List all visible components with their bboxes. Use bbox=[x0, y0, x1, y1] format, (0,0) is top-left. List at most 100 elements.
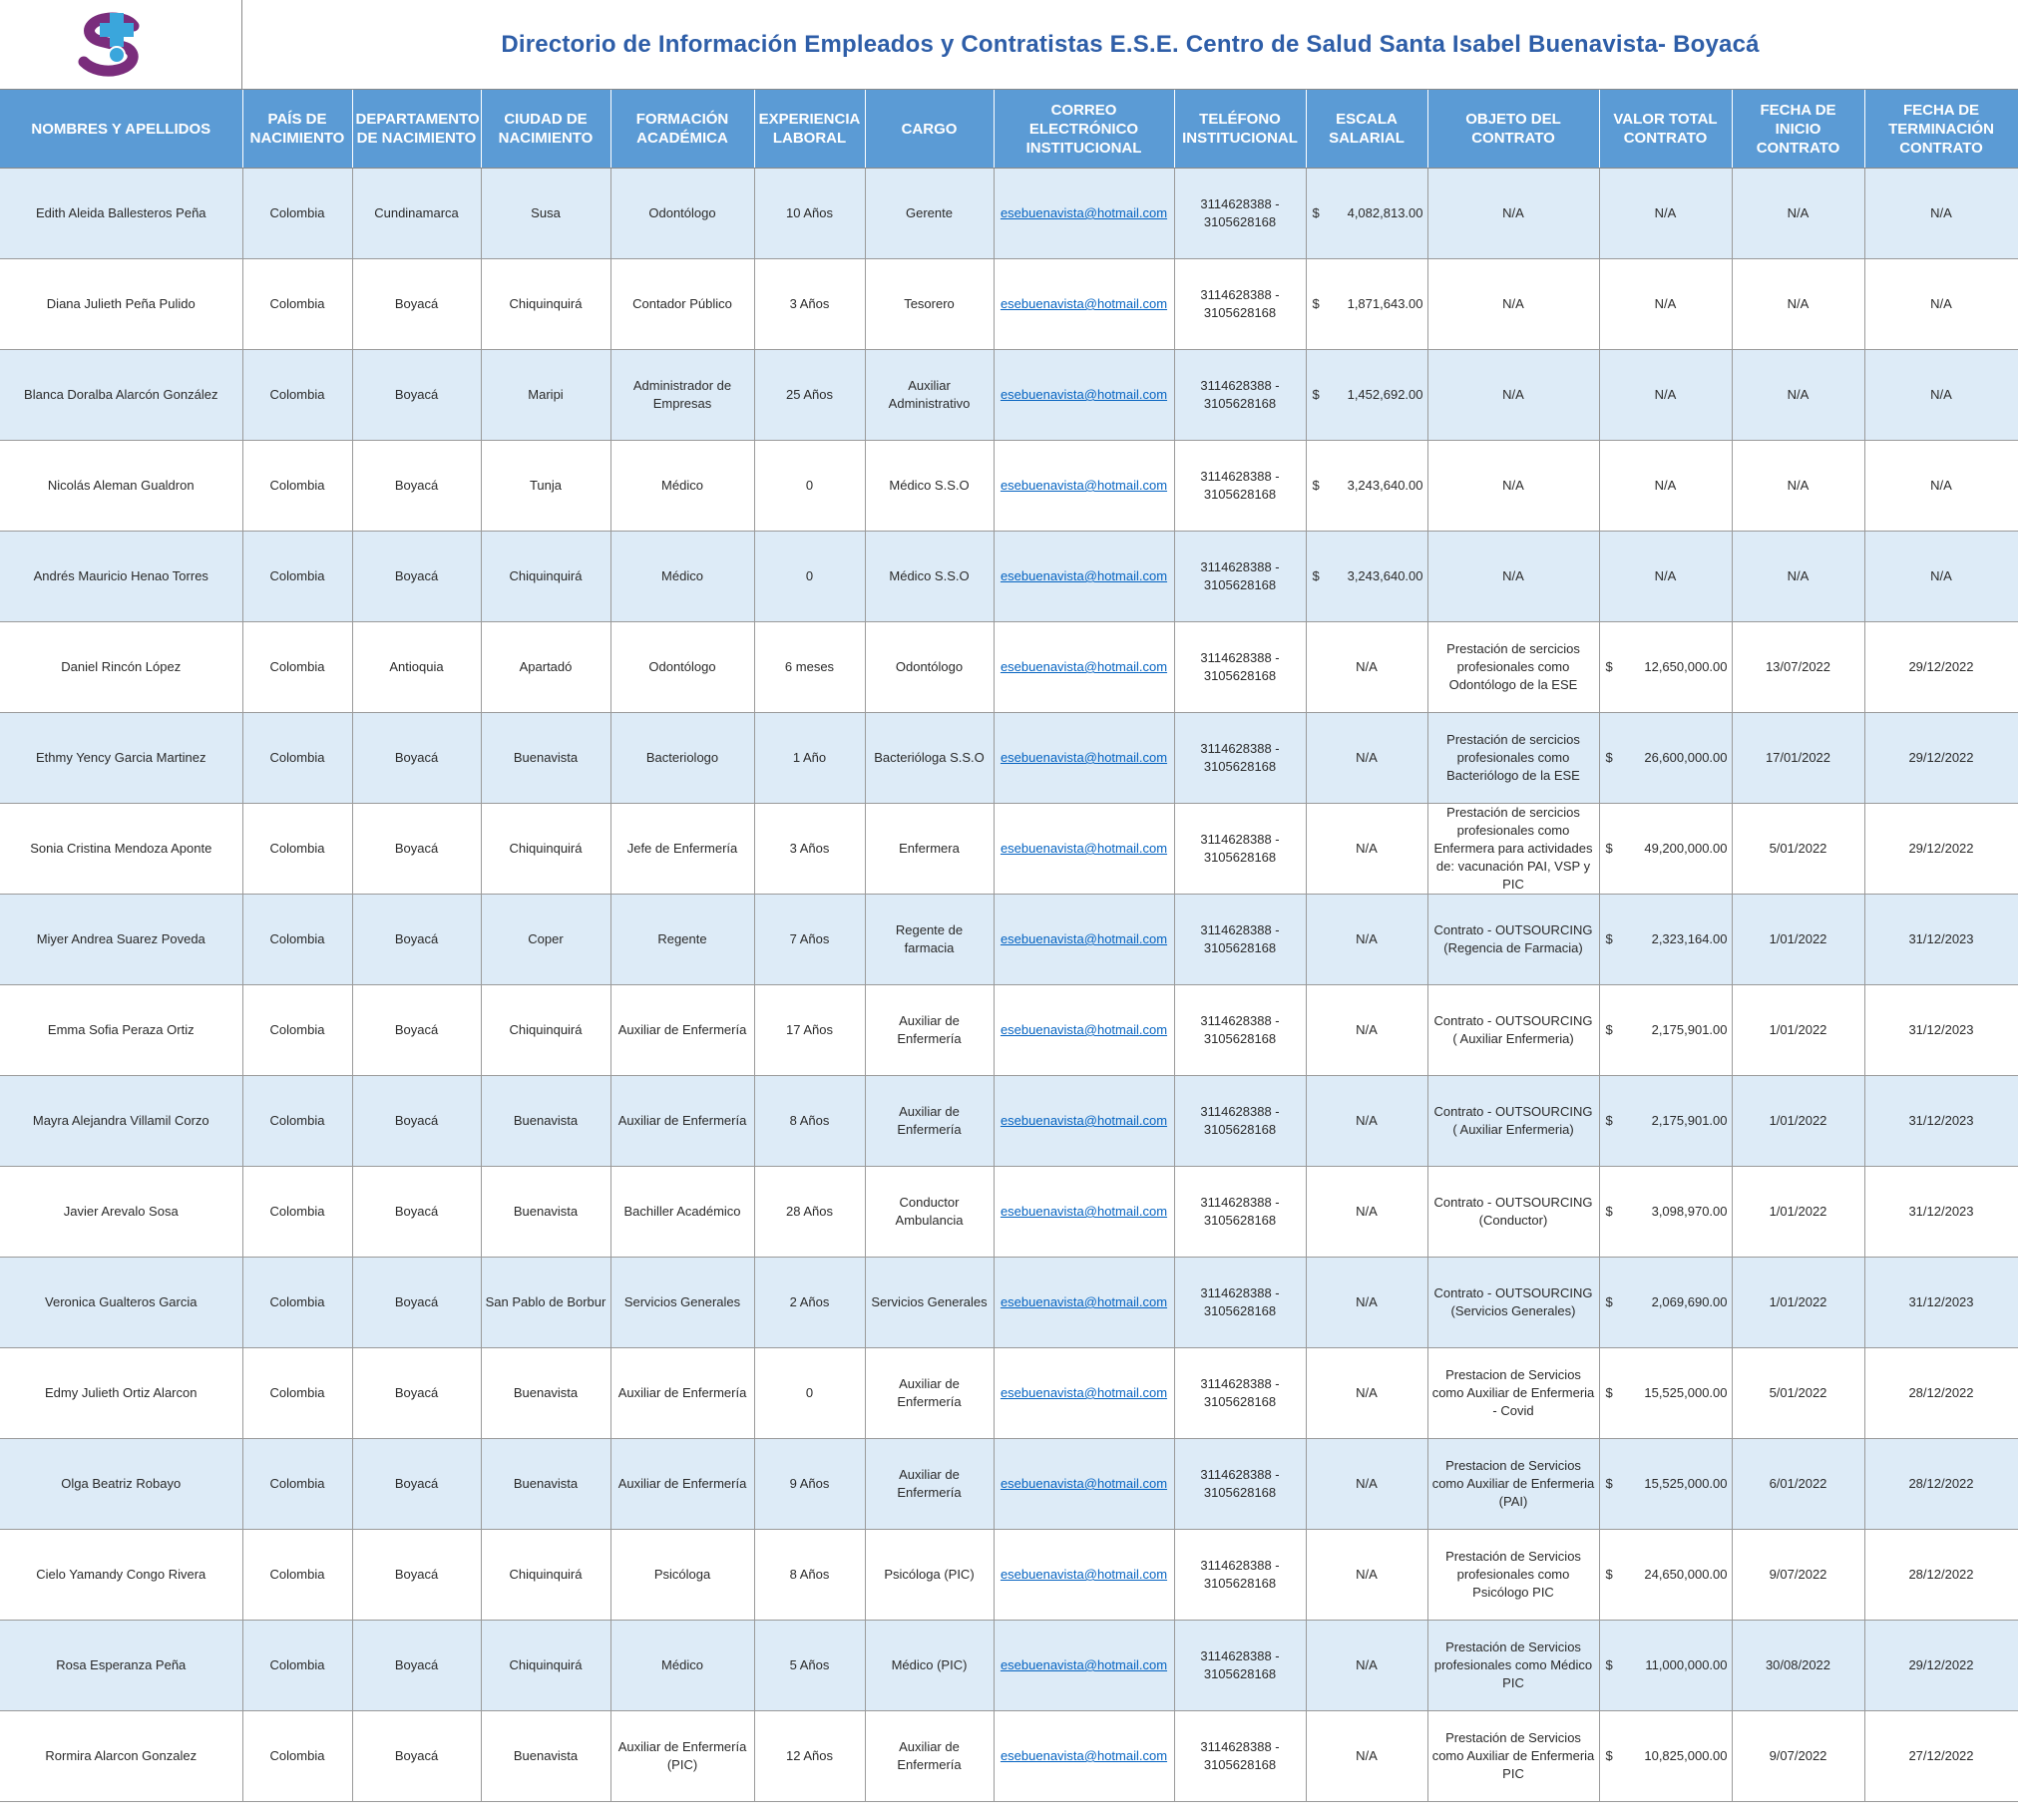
cell-pais: Colombia bbox=[242, 1529, 353, 1621]
cell-fecha-inicio: 6/01/2022 bbox=[1732, 1438, 1865, 1530]
cell-departamento: Boyacá bbox=[352, 894, 482, 985]
table-row: Mayra Alejandra Villamil Corzo Colombia Bo… bbox=[0, 1075, 2018, 1167]
email-link[interactable]: esebuenavista@hotmail.com bbox=[1000, 1113, 1168, 1128]
table-row: Edith Aleida Ballesteros Peña Colombia Cun… bbox=[0, 168, 2018, 259]
email-link[interactable]: esebuenavista@hotmail.com bbox=[1000, 1385, 1168, 1400]
cell-telefono: 3114628388 - 3105628168 bbox=[1174, 168, 1307, 259]
cell-correo: esebuenavista@hotmail.com bbox=[994, 531, 1175, 622]
cell-cargo: Auxiliar Administrativo bbox=[865, 349, 995, 441]
cell-valor: $11,000,000.00 bbox=[1599, 1620, 1733, 1711]
cell-escala: N/A bbox=[1306, 621, 1428, 713]
email-link[interactable]: esebuenavista@hotmail.com bbox=[1000, 1204, 1168, 1219]
cell-fecha-terminacion: 28/12/2022 bbox=[1864, 1347, 2018, 1439]
cell-formacion: Bachiller Académico bbox=[610, 1166, 755, 1258]
amount: 3,098,970.00 bbox=[1651, 1204, 1728, 1219]
column-header-fecha-terminacion: FECHA DE TERMINACIÓN CONTRATO bbox=[1864, 90, 2018, 169]
currency-symbol: $ bbox=[1605, 1022, 1613, 1037]
cell-departamento: Boyacá bbox=[352, 1529, 482, 1621]
cell-correo: esebuenavista@hotmail.com bbox=[994, 258, 1175, 350]
email-link[interactable]: esebuenavista@hotmail.com bbox=[1000, 568, 1168, 583]
cell-experiencia: 0 bbox=[754, 531, 866, 622]
cell-ciudad: Buenavista bbox=[481, 1347, 611, 1439]
cell-valor: $3,098,970.00 bbox=[1599, 1166, 1733, 1258]
objeto-text: Prestación de Servicios como Auxiliar de… bbox=[1431, 1730, 1595, 1781]
column-header-fecha-inicio: FECHA DE INICIO CONTRATO bbox=[1732, 90, 1865, 169]
cell-escala: $1,452,692.00 bbox=[1306, 349, 1428, 441]
cell-telefono: 3114628388 - 3105628168 bbox=[1174, 1529, 1307, 1621]
cell-telefono: 3114628388 - 3105628168 bbox=[1174, 803, 1307, 895]
cell-objeto: Contrato - OUTSOURCING ( Auxiliar Enferm… bbox=[1427, 984, 1600, 1076]
cell-nombre: Emma Sofia Peraza Ortiz bbox=[0, 984, 243, 1076]
email-link[interactable]: esebuenavista@hotmail.com bbox=[1000, 478, 1168, 493]
cell-telefono: 3114628388 - 3105628168 bbox=[1174, 258, 1307, 350]
email-link[interactable]: esebuenavista@hotmail.com bbox=[1000, 387, 1168, 402]
cell-fecha-terminacion: N/A bbox=[1864, 440, 2018, 532]
cell-nombre: Edith Aleida Ballesteros Peña bbox=[0, 168, 243, 259]
cell-nombre: Cielo Yamandy Congo Rivera bbox=[0, 1529, 243, 1621]
cell-ciudad: Maripi bbox=[481, 349, 611, 441]
cell-pais: Colombia bbox=[242, 1257, 353, 1348]
currency-symbol: $ bbox=[1605, 1748, 1613, 1763]
email-link[interactable]: esebuenavista@hotmail.com bbox=[1000, 1476, 1168, 1491]
cell-pais: Colombia bbox=[242, 1438, 353, 1530]
amount: 2,175,901.00 bbox=[1651, 1022, 1728, 1037]
objeto-text: Contrato - OUTSOURCING ( Auxiliar Enferm… bbox=[1433, 1104, 1593, 1137]
cell-departamento: Boyacá bbox=[352, 1620, 482, 1711]
cell-cargo: Auxiliar de Enfermería bbox=[865, 1710, 995, 1802]
email-link[interactable]: esebuenavista@hotmail.com bbox=[1000, 841, 1168, 856]
cell-cargo: Servicios Generales bbox=[865, 1257, 995, 1348]
email-link[interactable]: esebuenavista@hotmail.com bbox=[1000, 659, 1168, 674]
currency-symbol: $ bbox=[1605, 1294, 1613, 1309]
objeto-text: Contrato - OUTSOURCING (Regencia de Farm… bbox=[1433, 922, 1593, 955]
cell-departamento: Boyacá bbox=[352, 1710, 482, 1802]
cell-fecha-inicio: N/A bbox=[1732, 168, 1865, 259]
money-value: $15,525,000.00 bbox=[1604, 1475, 1728, 1493]
column-header-correo: CORREO ELECTRÓNICO INSTITUCIONAL bbox=[994, 90, 1175, 169]
email-link[interactable]: esebuenavista@hotmail.com bbox=[1000, 1748, 1168, 1763]
cell-fecha-terminacion: 27/12/2022 bbox=[1864, 1710, 2018, 1802]
money-value: $11,000,000.00 bbox=[1604, 1656, 1728, 1674]
cell-cargo: Auxiliar de Enfermería bbox=[865, 1438, 995, 1530]
cell-ciudad: Chiquinquirá bbox=[481, 1529, 611, 1621]
column-header-valor: VALOR TOTAL CONTRATO bbox=[1599, 90, 1733, 169]
cell-cargo: Enfermera bbox=[865, 803, 995, 895]
cell-fecha-inicio: 1/01/2022 bbox=[1732, 894, 1865, 985]
currency-symbol: $ bbox=[1605, 1204, 1613, 1219]
cell-objeto: Prestacion de Servicios como Auxiliar de… bbox=[1427, 1347, 1600, 1439]
cell-cargo: Gerente bbox=[865, 168, 995, 259]
cell-objeto: Prestación de Servicios profesionales co… bbox=[1427, 1620, 1600, 1711]
cell-fecha-inicio: N/A bbox=[1732, 258, 1865, 350]
cell-formacion: Psicóloga bbox=[610, 1529, 755, 1621]
email-link[interactable]: esebuenavista@hotmail.com bbox=[1000, 1022, 1168, 1037]
cell-ciudad: Chiquinquirá bbox=[481, 258, 611, 350]
cell-formacion: Bacteriologo bbox=[610, 712, 755, 804]
column-header-escala: ESCALA SALARIAL bbox=[1306, 90, 1428, 169]
cell-telefono: 3114628388 - 3105628168 bbox=[1174, 1710, 1307, 1802]
cell-fecha-terminacion: 31/12/2023 bbox=[1864, 1075, 2018, 1167]
cell-correo: esebuenavista@hotmail.com bbox=[994, 894, 1175, 985]
email-link[interactable]: esebuenavista@hotmail.com bbox=[1000, 205, 1168, 220]
cell-nombre: Rormira Alarcon Gonzalez bbox=[0, 1710, 243, 1802]
email-link[interactable]: esebuenavista@hotmail.com bbox=[1000, 1294, 1168, 1309]
cell-formacion: Administrador de Empresas bbox=[610, 349, 755, 441]
cell-objeto: N/A bbox=[1427, 531, 1600, 622]
cell-correo: esebuenavista@hotmail.com bbox=[994, 1438, 1175, 1530]
email-link[interactable]: esebuenavista@hotmail.com bbox=[1000, 931, 1168, 946]
money-value: $26,600,000.00 bbox=[1604, 749, 1728, 767]
cell-objeto: Prestación de Servicios como Auxiliar de… bbox=[1427, 1710, 1600, 1802]
email-link[interactable]: esebuenavista@hotmail.com bbox=[1000, 296, 1168, 311]
cell-nombre: Ethmy Yency Garcia Martinez bbox=[0, 712, 243, 804]
email-link[interactable]: esebuenavista@hotmail.com bbox=[1000, 1657, 1168, 1672]
email-link[interactable]: esebuenavista@hotmail.com bbox=[1000, 1567, 1168, 1582]
money-value: $12,650,000.00 bbox=[1604, 658, 1728, 676]
table-row: Nicolás Aleman Gualdron Colombia Boyacá Tun… bbox=[0, 440, 2018, 532]
cell-ciudad: Susa bbox=[481, 168, 611, 259]
cell-cargo: Regente de farmacia bbox=[865, 894, 995, 985]
cell-cargo: Odontólogo bbox=[865, 621, 995, 713]
cell-pais: Colombia bbox=[242, 258, 353, 350]
cell-valor: N/A bbox=[1599, 168, 1733, 259]
email-link[interactable]: esebuenavista@hotmail.com bbox=[1000, 750, 1168, 765]
cell-experiencia: 8 Años bbox=[754, 1075, 866, 1167]
cell-escala: N/A bbox=[1306, 894, 1428, 985]
cell-nombre: Blanca Doralba Alarcón González bbox=[0, 349, 243, 441]
